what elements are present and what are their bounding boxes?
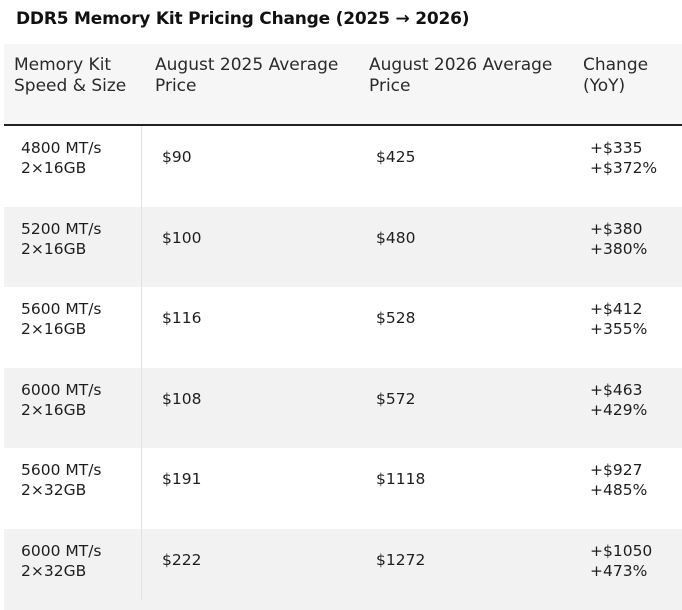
change-percent: +473% xyxy=(590,561,648,580)
change-absolute: +$1050 xyxy=(590,541,653,560)
kit-speed: 5200 MT/s xyxy=(21,219,102,238)
header-change-yoy: Change (YoY) xyxy=(583,55,649,96)
price-2026-cell: $572 xyxy=(376,389,416,408)
table-row: 6000 MT/s 2×16GB $108 $572 +$463 +429% xyxy=(4,367,682,449)
kit-cell: 5200 MT/s 2×16GB xyxy=(21,219,102,259)
kit-speed: 5600 MT/s xyxy=(21,461,102,480)
header-august-2025-price: August 2025 Average Price xyxy=(155,55,339,96)
kit-size: 2×16GB xyxy=(21,320,87,339)
kit-size: 2×16GB xyxy=(21,400,87,419)
kit-cell: 5600 MT/s 2×32GB xyxy=(21,460,102,500)
change-percent: +429% xyxy=(590,400,648,419)
change-cell: +$335 +$372% xyxy=(590,138,657,178)
table-header: Memory Kit Speed & Size August 2025 Aver… xyxy=(4,44,682,126)
kit-cell: 4800 MT/s 2×16GB xyxy=(21,138,102,178)
price-2025-cell: $116 xyxy=(162,309,202,328)
kit-size: 2×16GB xyxy=(21,159,87,177)
table-title: DDR5 Memory Kit Pricing Change (2025 → 2… xyxy=(16,9,470,29)
change-percent: +380% xyxy=(590,239,648,258)
change-percent: +$372% xyxy=(590,159,658,177)
table-row: 5200 MT/s 2×16GB $100 $480 +$380 +380% xyxy=(4,206,682,288)
change-cell: +$463 +429% xyxy=(590,380,647,420)
column-divider xyxy=(141,126,142,600)
price-2025-cell: $108 xyxy=(162,389,202,408)
price-2026-cell: $480 xyxy=(376,228,416,247)
price-2025-cell: $90 xyxy=(162,148,192,166)
kit-size: 2×16GB xyxy=(21,239,87,258)
kit-cell: 6000 MT/s 2×16GB xyxy=(21,380,102,420)
change-percent: +355% xyxy=(590,320,648,339)
change-cell: +$412 +355% xyxy=(590,299,647,339)
change-absolute: +$380 xyxy=(590,219,643,238)
change-absolute: +$335 xyxy=(590,139,643,157)
kit-speed: 6000 MT/s xyxy=(21,541,102,560)
header-august-2026-price: August 2026 Average Price xyxy=(369,55,553,96)
kit-speed: 4800 MT/s xyxy=(21,139,102,157)
kit-size: 2×32GB xyxy=(21,481,87,500)
table-row: 4800 MT/s 2×16GB $90 $425 +$335 +$372% xyxy=(4,126,682,207)
price-2025-cell: $191 xyxy=(162,470,202,489)
change-absolute: +$463 xyxy=(590,380,643,399)
change-cell: +$380 +380% xyxy=(590,219,647,259)
price-2026-cell: $1272 xyxy=(376,550,426,569)
table-row: 5600 MT/s 2×32GB $191 $1118 +$927 +485% xyxy=(4,448,682,529)
change-percent: +485% xyxy=(590,481,648,500)
kit-speed: 6000 MT/s xyxy=(21,380,102,399)
kit-cell: 5600 MT/s 2×16GB xyxy=(21,299,102,339)
kit-speed: 5600 MT/s xyxy=(21,300,102,319)
change-absolute: +$927 xyxy=(590,461,643,480)
change-absolute: +$412 xyxy=(590,300,643,319)
table-row: 6000 MT/s 2×32GB $222 $1272 +$1050 +473% xyxy=(4,528,682,610)
price-2026-cell: $528 xyxy=(376,309,416,328)
kit-cell: 6000 MT/s 2×32GB xyxy=(21,541,102,581)
table-row: 5600 MT/s 2×16GB $116 $528 +$412 +355% xyxy=(4,287,682,368)
price-2025-cell: $100 xyxy=(162,228,202,247)
price-2026-cell: $425 xyxy=(376,148,416,166)
change-cell: +$927 +485% xyxy=(590,460,647,500)
price-2025-cell: $222 xyxy=(162,550,202,569)
kit-size: 2×32GB xyxy=(21,561,87,580)
header-memory-kit: Memory Kit Speed & Size xyxy=(14,55,127,96)
change-cell: +$1050 +473% xyxy=(590,541,652,581)
price-2026-cell: $1118 xyxy=(376,470,426,489)
pricing-table: Memory Kit Speed & Size August 2025 Aver… xyxy=(4,44,682,610)
